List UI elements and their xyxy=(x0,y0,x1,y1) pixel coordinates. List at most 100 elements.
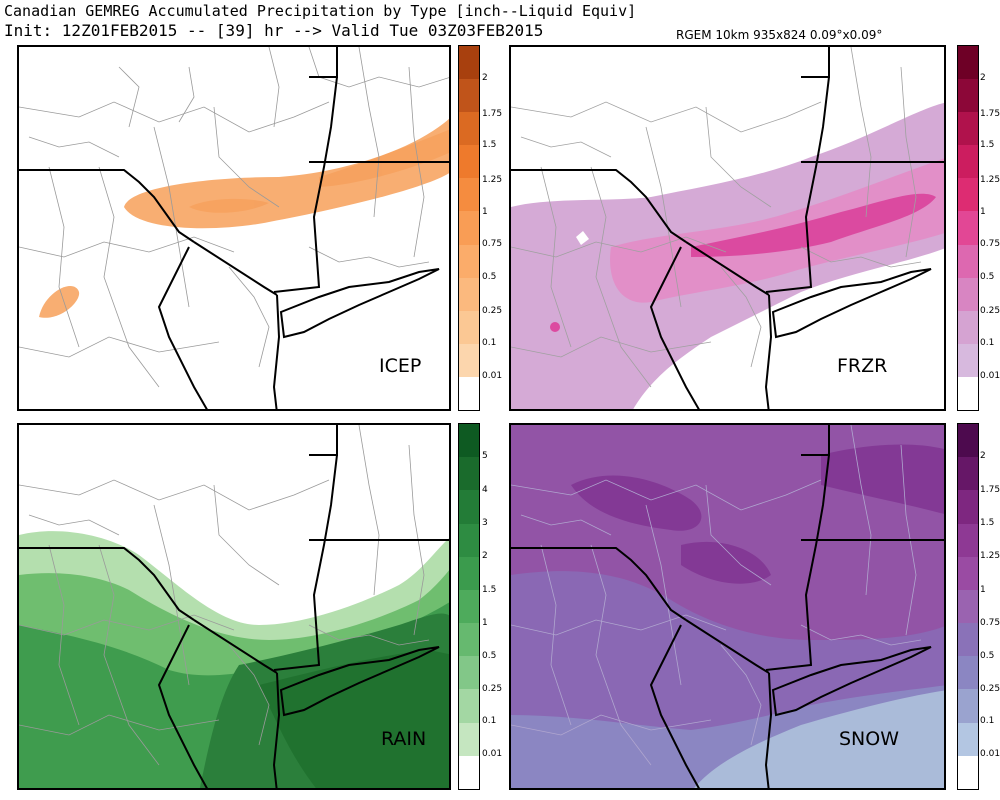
tick-label: 1.25 xyxy=(482,175,503,185)
tick-label: 1 xyxy=(980,585,986,595)
colorbar-swatch xyxy=(459,689,479,724)
map-snow-graphic: SNOW xyxy=(511,425,944,788)
tick-label: 0.5 xyxy=(482,651,497,661)
panel-label-frzr: FRZR xyxy=(837,355,887,377)
tick-label: 1 xyxy=(482,618,488,628)
tick-label: 0.25 xyxy=(980,306,1000,316)
tick-label: 0.25 xyxy=(980,684,1000,694)
colorbar-swatch xyxy=(958,424,978,458)
colorbar-swatch xyxy=(958,145,978,179)
map-icep-graphic: ICEP xyxy=(19,47,449,409)
tick-label: 0.1 xyxy=(482,338,497,348)
tick-label: 0.1 xyxy=(980,338,995,348)
colorbar-rain xyxy=(458,423,480,790)
map-icep: ICEP xyxy=(17,45,451,411)
init-valid-line: Init: 12Z01FEB2015 -- [39] hr --> Valid … xyxy=(4,21,544,40)
colorbar-swatch xyxy=(459,490,479,525)
figure-title: Canadian GEMREG Accumulated Precipitatio… xyxy=(4,2,637,20)
colorbar-swatch xyxy=(459,178,479,212)
tick-label: 0.25 xyxy=(482,306,503,316)
tick-label: 1.75 xyxy=(482,109,503,119)
colorbar-swatch xyxy=(958,244,978,279)
tick-label: 0.75 xyxy=(980,239,1000,249)
colorbar-swatch xyxy=(459,79,479,113)
tick-label: 1.5 xyxy=(980,518,995,528)
colorbar-swatch xyxy=(459,145,479,179)
colorbar-swatch xyxy=(958,79,978,113)
tick-label: 0.01 xyxy=(482,371,503,381)
colorbar-swatch-empty xyxy=(958,376,978,410)
map-frzr: FRZR xyxy=(509,45,946,411)
colorbar-swatch xyxy=(958,211,978,246)
tick-label: 0.5 xyxy=(482,272,497,282)
colorbar-swatch xyxy=(459,523,479,558)
tick-label: 2 xyxy=(980,73,986,83)
colorbar-swatch xyxy=(958,722,978,757)
tick-label: 2 xyxy=(482,551,488,561)
colorbar-swatch xyxy=(958,623,978,657)
colorbar-swatch xyxy=(958,310,978,345)
map-snow: SNOW xyxy=(509,423,946,790)
tick-label: 2 xyxy=(980,451,986,461)
map-frzr-graphic: FRZR xyxy=(511,47,944,409)
colorbar-swatch xyxy=(459,457,479,491)
colorbar-swatch xyxy=(958,46,978,80)
colorbar-swatch xyxy=(459,343,479,378)
colorbar-swatch xyxy=(459,623,479,657)
tick-label: 0.01 xyxy=(482,749,503,759)
tick-label: 0.5 xyxy=(980,272,995,282)
tick-label: 1.25 xyxy=(980,175,1000,185)
tick-label: 0.25 xyxy=(482,684,503,694)
colorbar-swatch xyxy=(459,112,479,146)
tick-label: 5 xyxy=(482,451,488,461)
tick-label: 1.5 xyxy=(482,585,497,595)
map-rain-graphic: RAIN xyxy=(19,425,449,788)
colorbar-swatch xyxy=(958,178,978,212)
tick-label: 1.5 xyxy=(980,140,995,150)
colorbar-swatch xyxy=(958,589,978,624)
model-info: RGEM 10km 935x824 0.09°x0.09° xyxy=(676,28,883,42)
colorbar-icep xyxy=(458,45,480,411)
tick-label: 1 xyxy=(482,207,488,217)
tick-label: 2 xyxy=(482,73,488,83)
tick-label: 1.75 xyxy=(980,485,1000,495)
colorbar-swatch-empty xyxy=(459,376,479,410)
colorbar-snow xyxy=(957,423,979,790)
tick-label: 0.75 xyxy=(482,239,503,249)
colorbar-swatch xyxy=(958,523,978,558)
panel-label-icep: ICEP xyxy=(379,355,421,377)
colorbar-swatch xyxy=(459,310,479,345)
panel-label-rain: RAIN xyxy=(381,728,426,750)
tick-label: 4 xyxy=(482,485,488,495)
colorbar-swatch xyxy=(958,343,978,378)
colorbar-swatch xyxy=(459,211,479,246)
tick-label: 0.1 xyxy=(482,716,497,726)
tick-label: 1 xyxy=(980,207,986,217)
map-rain: RAIN xyxy=(17,423,451,790)
colorbar-swatch xyxy=(459,424,479,458)
colorbar-frzr xyxy=(957,45,979,411)
colorbar-swatch xyxy=(958,656,978,690)
colorbar-swatch xyxy=(958,277,978,312)
tick-label: 0.1 xyxy=(980,716,995,726)
colorbar-swatch xyxy=(958,457,978,491)
tick-label: 0.01 xyxy=(980,371,1000,381)
colorbar-swatch xyxy=(459,277,479,312)
colorbar-swatch xyxy=(958,689,978,724)
colorbar-swatch xyxy=(958,112,978,146)
colorbar-swatch xyxy=(459,556,479,591)
colorbar-swatch xyxy=(459,656,479,690)
colorbar-swatch-empty xyxy=(958,755,978,789)
tick-label: 0.5 xyxy=(980,651,995,661)
colorbar-swatch xyxy=(459,589,479,624)
colorbar-swatch xyxy=(958,556,978,591)
tick-label: 1.5 xyxy=(482,140,497,150)
colorbar-swatch xyxy=(958,490,978,525)
tick-label: 1.25 xyxy=(980,551,1000,561)
tick-label: 0.75 xyxy=(980,618,1000,628)
colorbar-swatch xyxy=(459,722,479,757)
colorbar-swatch xyxy=(459,244,479,279)
tick-label: 1.75 xyxy=(980,109,1000,119)
tick-label: 3 xyxy=(482,518,488,528)
colorbar-swatch-empty xyxy=(459,755,479,789)
